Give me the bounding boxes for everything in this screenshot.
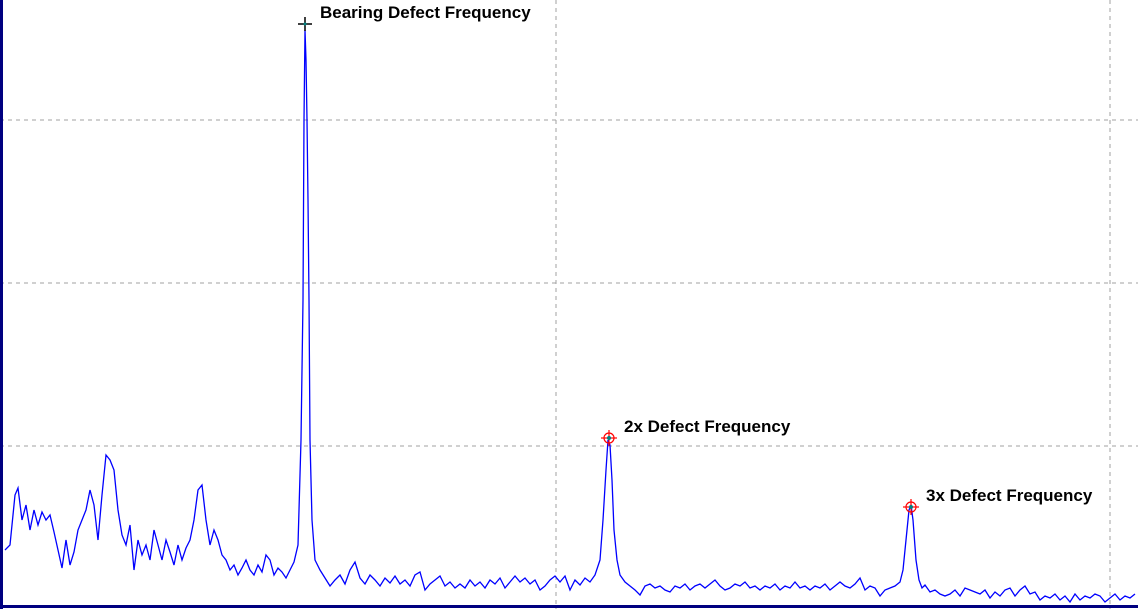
annotation-3: 3x Defect Frequency — [903, 486, 1093, 515]
annotation-label-3: 3x Defect Frequency — [926, 486, 1093, 505]
plus-marker-icon — [298, 17, 312, 31]
annotation-1: Bearing Defect Frequency — [298, 3, 531, 31]
annotation-label-2: 2x Defect Frequency — [624, 417, 791, 436]
peak-annotations: Bearing Defect Frequency 2x Defect Freque… — [298, 3, 1093, 515]
crosshair-marker-icon — [903, 499, 919, 515]
spectrum-series-line — [4, 29, 1136, 604]
annotation-label-1: Bearing Defect Frequency — [320, 3, 531, 22]
crosshair-marker-icon — [601, 430, 617, 446]
annotation-2: 2x Defect Frequency — [601, 417, 791, 446]
